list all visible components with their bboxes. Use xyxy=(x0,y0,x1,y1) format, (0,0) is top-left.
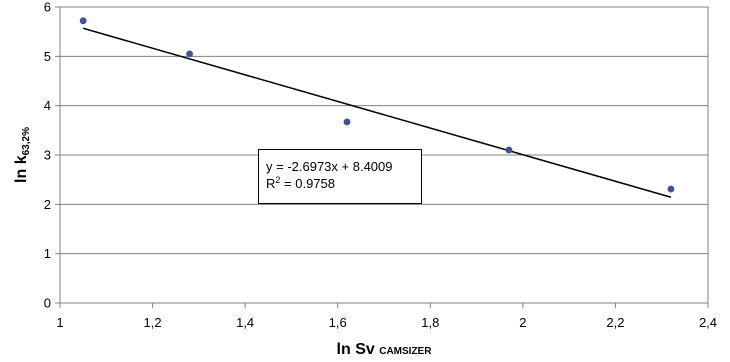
data-point xyxy=(505,146,513,154)
x-axis-title-sub: CAMSIZER xyxy=(379,346,432,357)
y-axis-ticks: 0 1 2 3 4 5 6 xyxy=(44,0,60,311)
trendline-equation: y = -2.6973x + 8.4009 xyxy=(266,159,393,174)
trendline xyxy=(82,27,672,198)
y-axis-title-sub: 63,2% xyxy=(21,127,32,155)
data-point xyxy=(343,118,351,126)
x-axis-title: ln Sv CAMSIZER xyxy=(337,341,433,358)
x-axis-ticks: 1 1,2 1,4 1,6 1,8 2 2,2 2,4 xyxy=(56,303,717,330)
data-point xyxy=(186,50,194,58)
y-tick-label: 4 xyxy=(44,98,51,113)
data-point xyxy=(667,185,675,193)
data-points xyxy=(79,17,675,193)
trendline-equation-box: y = -2.6973x + 8.4009 R2 = 0.9758 xyxy=(258,149,422,204)
x-tick-label: 1 xyxy=(56,315,63,330)
trendline-r-squared: R2 = 0.9758 xyxy=(266,175,421,192)
data-point xyxy=(79,17,87,25)
x-tick-label: 1,2 xyxy=(144,315,162,330)
x-tick-label: 2 xyxy=(519,315,526,330)
y-axis-title-main: ln k xyxy=(13,155,30,183)
y-tick-label: 2 xyxy=(44,197,51,212)
x-tick-label: 1,4 xyxy=(236,315,254,330)
x-tick-label: 2,4 xyxy=(699,315,717,330)
r-squared-value: = 0.9758 xyxy=(280,176,335,191)
r-squared-prefix: R xyxy=(266,176,276,191)
x-tick-label: 2,2 xyxy=(606,315,624,330)
x-tick-label: 1,8 xyxy=(421,315,439,330)
y-tick-label: 1 xyxy=(44,246,51,261)
r-squared-sup: 2 xyxy=(275,175,281,185)
x-axis-title-main: ln Sv xyxy=(337,341,380,358)
trendline-group xyxy=(82,27,672,198)
y-tick-label: 6 xyxy=(44,0,51,15)
x-tick-label: 1,6 xyxy=(329,315,347,330)
y-tick-label: 5 xyxy=(44,49,51,64)
y-tick-label: 0 xyxy=(44,296,51,311)
y-tick-label: 3 xyxy=(44,148,51,163)
y-axis-title: ln k63,2% xyxy=(13,127,32,183)
